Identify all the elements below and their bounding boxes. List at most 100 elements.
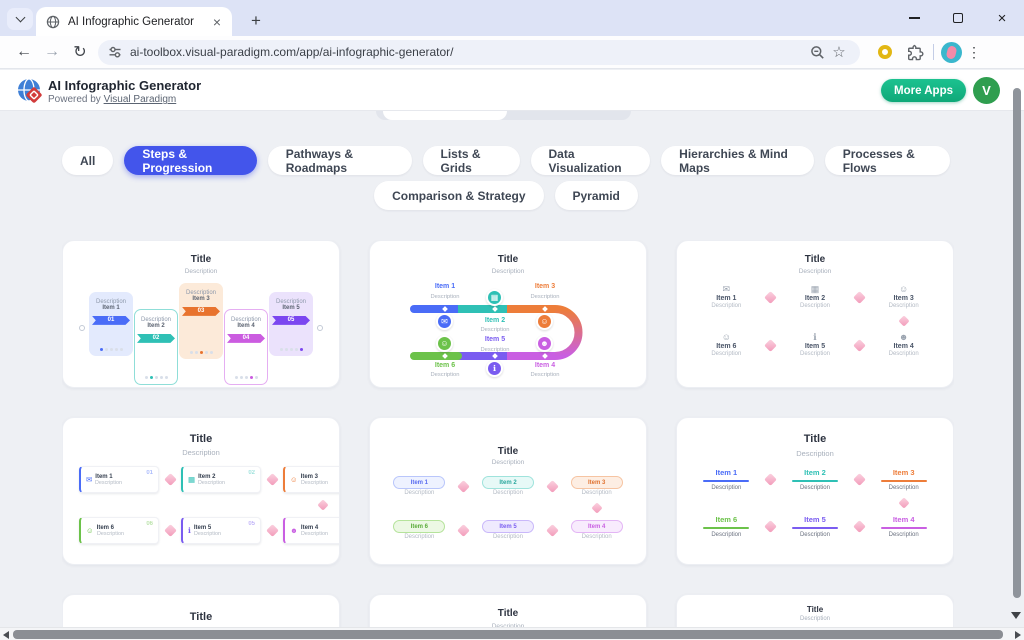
segmented-control-partial[interactable] [376,111,631,120]
maximize-button[interactable] [936,0,980,36]
step-panel: Description Item 2 02 [134,309,178,385]
browser-tab[interactable]: AI Infographic Generator × [36,7,232,36]
minimize-button[interactable] [892,0,936,36]
flow-item: Item 6 Description [393,520,446,540]
scroll-left-arrow[interactable] [3,631,9,639]
item-icon: ☺ [290,474,298,484]
card-description: Description [491,459,525,466]
snake-path [410,305,583,360]
filter-chip-processes-flows[interactable]: Processes & Flows [824,146,950,175]
step-ribbon: 04 [227,333,265,343]
filter-chip-all[interactable]: All [62,146,114,175]
template-card-icon-grid[interactable]: Title Description ✉ Item 1 Description ▦ It… [676,240,954,388]
extension-badge-icon[interactable] [878,45,892,59]
user-avatar[interactable]: V [973,77,1000,104]
segmented-control-active-segment [383,111,507,120]
arrow-right-icon [852,473,866,486]
filter-chip-pyramid[interactable]: Pyramid [554,181,638,210]
item-description: Description [430,372,460,378]
arrow-right-icon [764,473,778,486]
flow-item: Item 5 Description [481,520,534,540]
extensions-puzzle-icon[interactable] [904,44,926,61]
template-card-step-panels[interactable]: Title Description Description Item 1 01 … [62,240,340,388]
url-text: ai-toolbox.visual-paradigm.com/app/ai-in… [130,45,454,59]
overflow-menu-icon[interactable]: ⋮ [967,43,981,60]
arrow-left-icon [163,524,177,537]
card-description: Description [798,268,832,275]
close-icon: × [997,9,1007,27]
arrow-right-icon [764,290,778,304]
arrow-right-icon [265,473,279,486]
item-description: Description [480,327,510,333]
template-card-bordered-items[interactable]: Title Description ✉ Item 1 Description 01 ▦… [62,417,340,565]
step-ribbon: 05 [272,315,310,325]
card-title: Title [804,254,826,265]
template-card-partial[interactable]: Title Description [369,594,647,627]
address-bar[interactable]: ai-toolbox.visual-paradigm.com/app/ai-in… [98,39,860,65]
filter-chip-comparison-strategy[interactable]: Comparison & Strategy [374,181,544,210]
flow-item-card: ☻Item 4Description04 [283,517,339,544]
arrow-left-icon [265,524,279,537]
step-dots [144,376,168,379]
item-icon: ☺ [86,525,94,535]
more-apps-button[interactable]: More Apps [881,79,966,102]
template-card-partial[interactable]: Title Description [676,594,954,627]
profile-avatar[interactable] [941,41,962,63]
bookmark-star-icon[interactable]: ☆ [832,44,846,61]
app-header: AI Infographic Generator Powered by Visu… [0,70,1024,111]
step-panel: Description Item 1 01 [89,292,133,356]
flow-item: Item 2 Description [791,468,838,491]
flow-item: Item 2 Description [481,476,534,496]
flow-item: Item 4 Description [570,520,623,540]
filter-chip-data-visualization[interactable]: Data Visualization [530,146,651,175]
scroll-right-arrow[interactable] [1015,631,1021,639]
milestone-icon: ℹ [486,360,503,377]
flow-item: Item 1 Description [393,476,446,496]
step-ribbon: 01 [92,315,130,325]
item-label: Item 2 [484,317,506,324]
vertical-scrollbar-thumb[interactable] [1013,88,1021,598]
filter-chip-pathways-roadmaps[interactable]: Pathways & Roadmaps [267,146,412,175]
reload-button[interactable]: ↻ [73,44,87,61]
zoom-icon[interactable] [806,45,828,60]
item-icon: ☻ [290,525,298,535]
filter-chip-steps-progression[interactable]: Steps & Progression [124,146,257,175]
filter-chip-hierarchies-mindmaps[interactable]: Hierarchies & Mind Maps [661,146,814,175]
card-description: Description [796,449,834,458]
milestone-icon: ☻ [536,335,553,352]
card-description: Description [491,623,525,627]
item-description: Description [530,294,560,300]
item-label: Item 5 [484,336,506,343]
milestone-icon: ☺ [436,335,453,352]
arrow-left-icon [545,523,559,537]
template-card-pill-items[interactable]: Title Description Item 1 Description Item… [369,417,647,565]
step-ribbon: 02 [137,333,175,343]
template-card-snake-timeline[interactable]: Title Description Item 1 [369,240,647,388]
back-button[interactable]: ← [16,43,32,60]
arrow-left-icon [852,520,866,533]
filter-chip-lists-grids[interactable]: Lists & Grids [422,146,520,175]
flow-item: Item 1 Description [703,468,750,491]
visual-paradigm-link[interactable]: Visual Paradigm [103,94,177,105]
card-title: Title [190,254,212,265]
scroll-down-arrow[interactable] [1011,612,1021,619]
arrow-left-icon [852,338,866,352]
item-icon: ☻ [898,332,909,342]
connector-dot [317,325,323,331]
template-card-partial[interactable]: Title [62,594,340,627]
close-button[interactable]: × [980,0,1024,36]
arrow-right-icon [457,479,471,493]
card-title: Title [497,446,519,457]
horizontal-scrollbar-thumb[interactable] [13,630,1003,639]
tab-close-icon[interactable]: × [212,13,221,30]
item-icon: ▦ [188,474,196,484]
item-description: Description [530,372,560,378]
card-description: Description [182,448,220,457]
template-card-underline-labels[interactable]: Title Description Item 1 Description Item… [676,417,954,565]
flow-item: Item 4 Description [880,515,927,538]
flow-item-card: ✉ Item 1 Description 01 [79,466,159,493]
new-tab-button[interactable]: + [251,11,261,30]
tab-search-button[interactable] [7,8,33,30]
forward-button[interactable]: → [44,43,60,60]
milestone-icon: ▦ [486,289,503,306]
